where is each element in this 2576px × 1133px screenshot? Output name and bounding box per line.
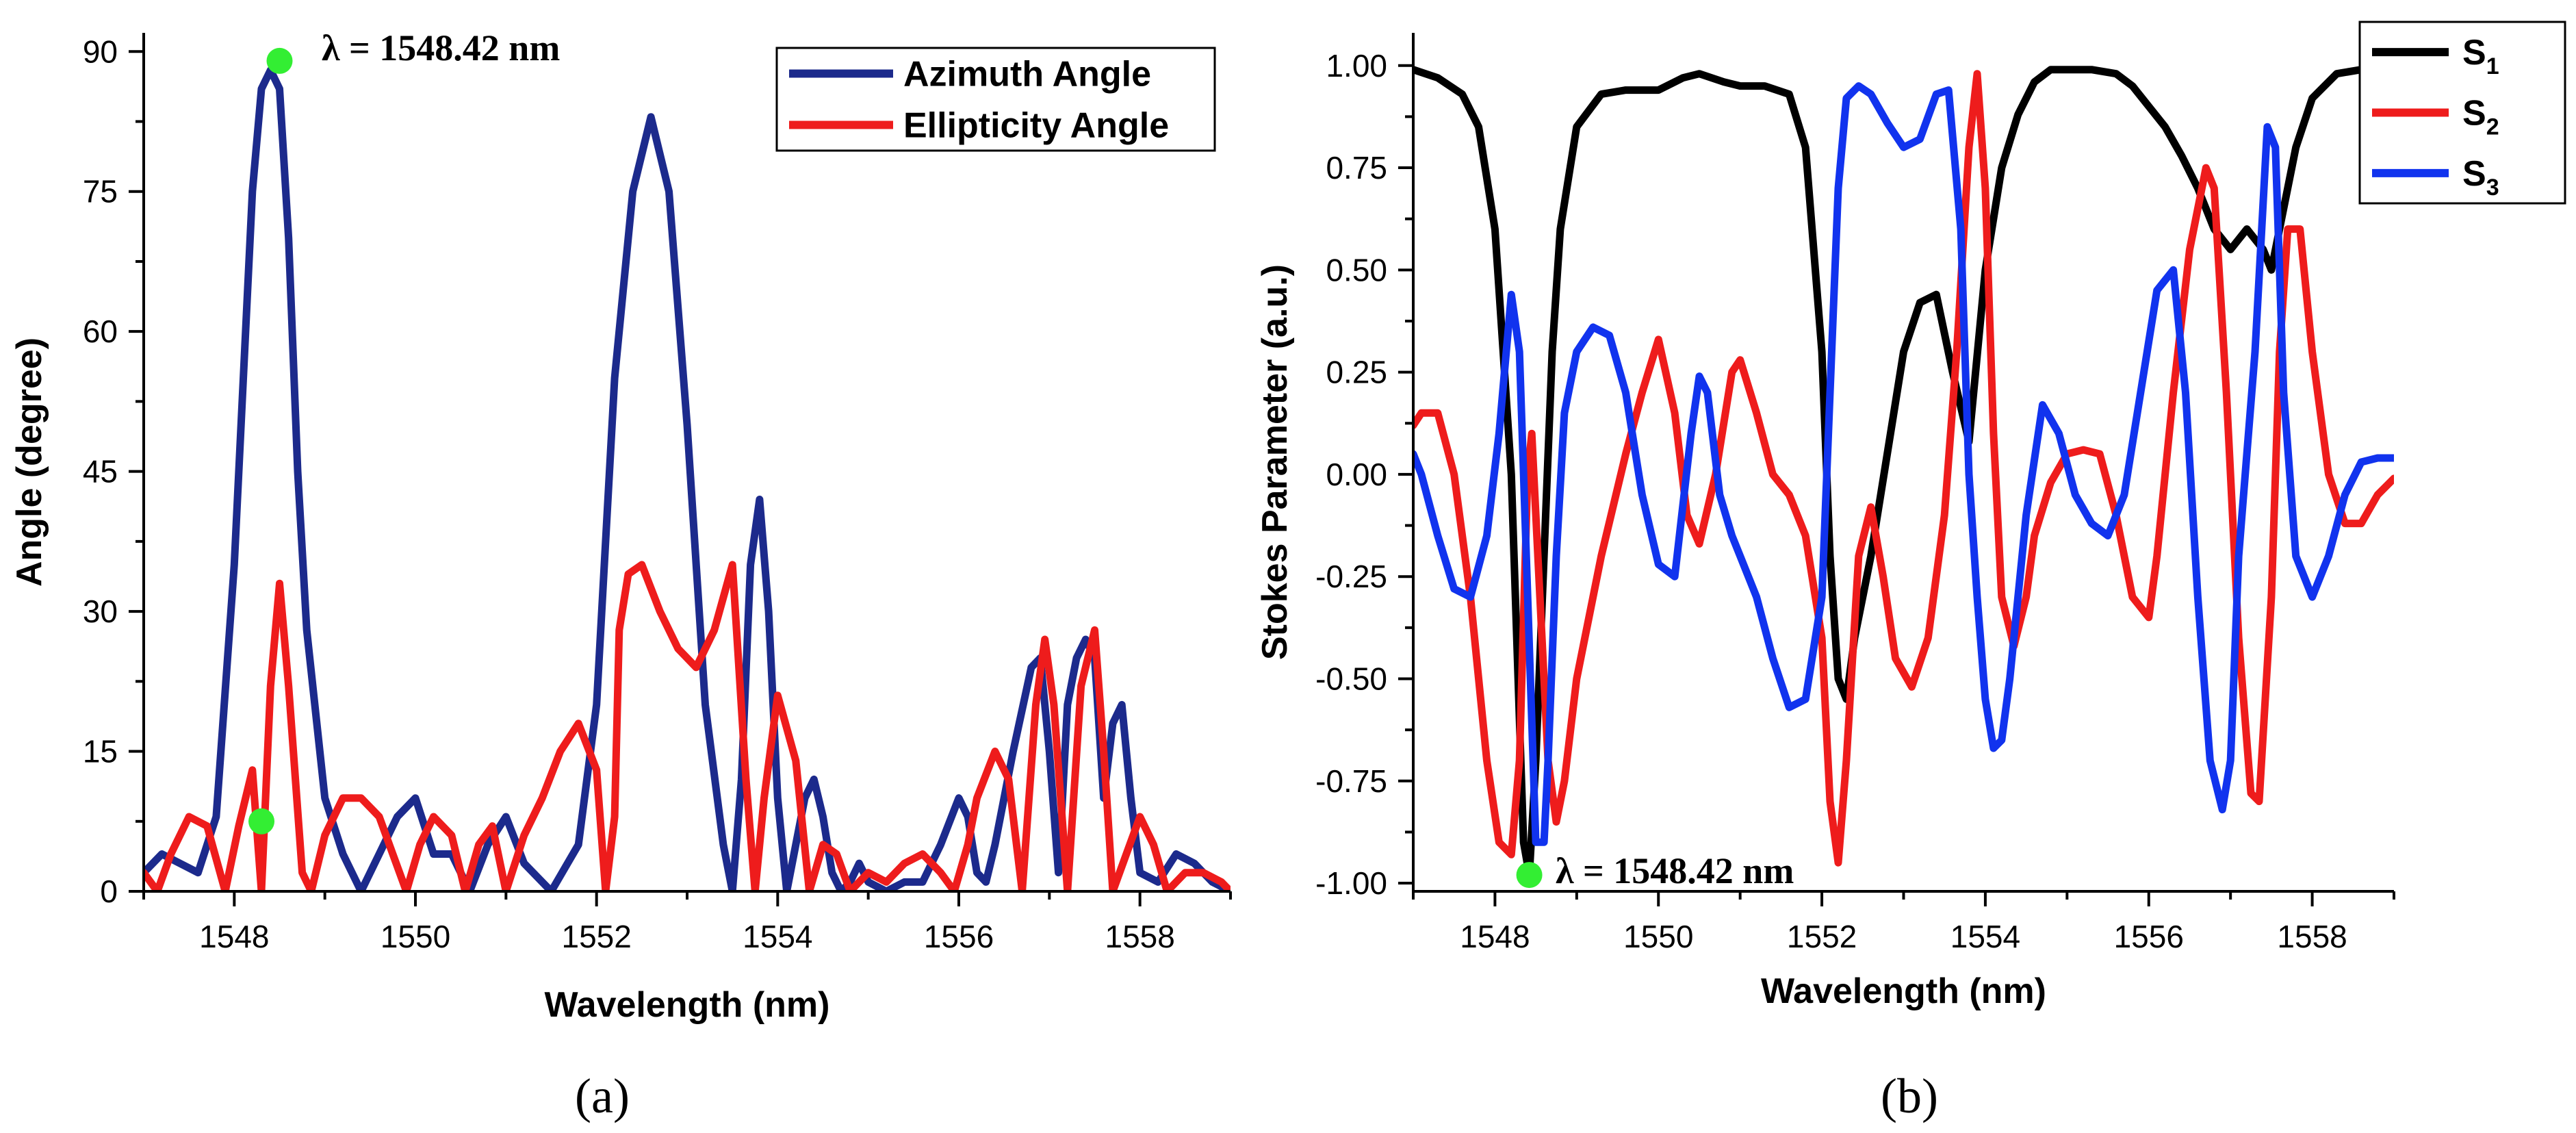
chart-b-y-tick-label: 0.50 — [1326, 252, 1387, 288]
chart-b-y-tick-label: -0.50 — [1315, 661, 1387, 696]
chart-a-panel-label: (a) — [575, 1069, 630, 1123]
chart-a-x-tick-label: 1556 — [924, 919, 994, 954]
chart-a-legend: Azimuth Angle Ellipticity Angle — [775, 47, 1216, 152]
chart-a: 1548 1550 1552 1554 1556 1558 0 15 30 45 60 75 90 Wav… — [10, 27, 1232, 1123]
chart-b-legend: S1 S2 S3 — [2358, 21, 2566, 205]
chart-b-y-tick-label: -1.00 — [1315, 865, 1387, 901]
chart-a-series-azimuth-angle — [144, 66, 1231, 891]
chart-b-x-tick-label: 1548 — [1460, 919, 1530, 954]
chart-b-x-tick-label: 1556 — [2114, 919, 2184, 954]
chart-b-y-tick-label: 0.00 — [1326, 457, 1387, 492]
chart-b: 1548 1550 1552 1554 1556 1558 -1.00 -0.75 -0.50 -… — [1255, 21, 2566, 1123]
chart-a-y-tick-label: 45 — [83, 454, 118, 489]
chart-b-panel-label: (b) — [1881, 1069, 1938, 1123]
chart-b-y-axis-title: Stokes Parameter (a.u.) — [1255, 264, 1295, 660]
chart-a-x-tick-label: 1550 — [381, 919, 450, 954]
chart-a-annotation-marker — [266, 47, 293, 74]
chart-a-legend-label: Ellipticity Angle — [903, 106, 1169, 146]
chart-a-annotation-text: λ = 1548.42 nm — [322, 27, 560, 68]
chart-b-y-tick-label: 1.00 — [1326, 48, 1387, 84]
chart-a-x-tick-label: 1554 — [743, 919, 812, 954]
chart-a-x-tick-label: 1558 — [1105, 919, 1174, 954]
chart-b-legend-label: S2 — [2462, 94, 2499, 140]
chart-a-y-tick-label: 15 — [83, 734, 118, 769]
chart-a-y-tick-label: 75 — [83, 174, 118, 209]
chart-a-y-tick-label: 0 — [100, 874, 118, 909]
chart-a-legend-box — [775, 47, 1216, 152]
chart-a-x-axis-title: Wavelength (nm) — [545, 985, 830, 1025]
chart-b-series-s2 — [1413, 70, 2394, 867]
chart-a-y-tick-label: 30 — [83, 594, 118, 629]
chart-a-series-ellipticity-angle — [144, 561, 1231, 891]
chart-b-legend-label: S3 — [2462, 154, 2499, 201]
chart-b-x-axis-title: Wavelength (nm) — [1761, 971, 2046, 1011]
chart-b-x-tick-label: 1550 — [1623, 919, 1693, 954]
chart-b-annotation-text: λ = 1548.42 nm — [1556, 850, 1794, 891]
chart-a-x-tick-label: 1552 — [561, 919, 631, 954]
chart-a-annotation-marker — [248, 808, 275, 835]
chart-b-series-s3 — [1413, 82, 2394, 846]
chart-b-y-tick-label: 0.25 — [1326, 355, 1387, 390]
chart-b-x-tick-label: 1552 — [1787, 919, 1857, 954]
chart-a-y-tick-label: 90 — [83, 34, 118, 69]
chart-a-y-tick-label: 60 — [83, 314, 118, 349]
chart-b-y-tick-label: 0.75 — [1326, 150, 1387, 186]
chart-b-x-tick-label: 1558 — [2277, 919, 2347, 954]
chart-b-y-tick-label: -0.75 — [1315, 763, 1387, 799]
chart-b-legend-label: S1 — [2462, 33, 2499, 79]
chart-b-annotation-marker — [1516, 862, 1543, 889]
chart-a-y-axis-title: Angle (degree) — [10, 338, 49, 587]
chart-b-y-tick-label: -0.25 — [1315, 559, 1387, 594]
chart-a-x-tick-label: 1548 — [199, 919, 269, 954]
chart-a-legend-label: Azimuth Angle — [903, 55, 1151, 94]
chart-b-x-tick-label: 1554 — [1950, 919, 2020, 954]
